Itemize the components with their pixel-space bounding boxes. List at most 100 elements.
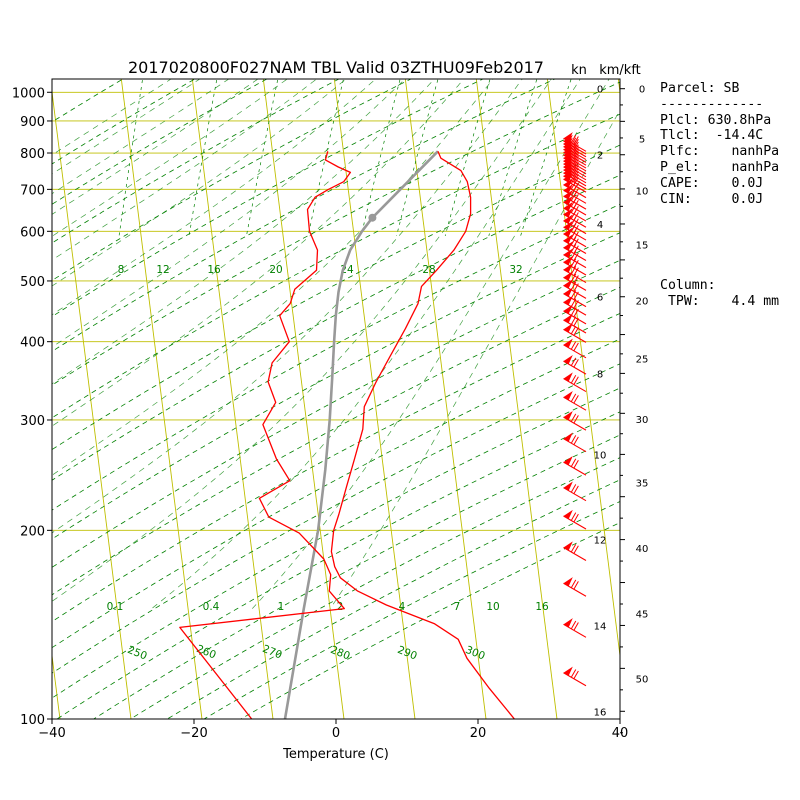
moist-adiabat bbox=[151, 79, 581, 609]
y-tick-label: 100 bbox=[20, 713, 45, 728]
mixing-ratio-line bbox=[396, 79, 439, 236]
barb-flag bbox=[573, 252, 579, 261]
barb-flag bbox=[573, 267, 579, 276]
barb-flag bbox=[570, 186, 577, 196]
barb-flag bbox=[573, 581, 579, 590]
wind-barbs bbox=[563, 132, 587, 687]
barb-shaft bbox=[563, 213, 587, 228]
barb-pennant bbox=[563, 132, 573, 142]
barb-pennant bbox=[563, 163, 573, 173]
isotherm-line bbox=[52, 652, 61, 719]
barb-flag bbox=[573, 291, 579, 300]
wind-barb bbox=[563, 509, 587, 530]
wind-barb bbox=[563, 355, 587, 375]
barb-flag bbox=[573, 359, 579, 368]
wind-barb bbox=[563, 666, 587, 687]
x-tick-label: 20 bbox=[470, 726, 487, 741]
barb-flag bbox=[570, 435, 577, 444]
parcel-info-panel: Parcel: SB ------------- Plcl: 630.8hPa Tlc… bbox=[660, 81, 779, 207]
barb-flag bbox=[570, 160, 577, 169]
mixing-ratio-label: 2 bbox=[337, 601, 344, 613]
kft-label: 20 bbox=[636, 296, 649, 307]
wind-barb bbox=[563, 338, 587, 359]
wind-barb bbox=[563, 618, 587, 638]
km-label: 12 bbox=[594, 536, 607, 547]
dry-adiabat-label: 280 bbox=[329, 644, 352, 663]
barb-pennant bbox=[563, 166, 573, 176]
y-tick-label: 700 bbox=[20, 183, 45, 198]
mixing-ratio-label: 32 bbox=[509, 264, 522, 276]
barb-flag bbox=[573, 283, 579, 292]
moist-adiabat bbox=[52, 79, 377, 316]
isotherm-line bbox=[404, 79, 487, 719]
y-tick-label: 800 bbox=[20, 147, 45, 162]
wind-barb bbox=[563, 455, 587, 476]
km-label: 6 bbox=[597, 293, 603, 304]
barb-pennant bbox=[563, 195, 573, 206]
profiles bbox=[179, 150, 515, 719]
chart-title: 2017020800F027NAM TBL Valid 03ZTHU09Feb2… bbox=[128, 58, 544, 77]
barb-shaft bbox=[563, 672, 587, 687]
dry-adiabat bbox=[52, 232, 620, 540]
moist-adiabat bbox=[52, 79, 523, 534]
barb-shaft bbox=[563, 240, 587, 254]
barb-pennant bbox=[563, 220, 573, 231]
wind-barb bbox=[563, 241, 587, 261]
km-label: 8 bbox=[597, 369, 603, 380]
mixing-ratio-label: 28 bbox=[422, 264, 435, 276]
barb-pennant bbox=[563, 241, 573, 251]
mixing-ratio-line bbox=[246, 79, 279, 236]
isotherm-line bbox=[191, 79, 274, 719]
barb-pennant bbox=[563, 234, 573, 244]
dry-adiabat bbox=[52, 79, 484, 317]
tlcl-value: Tlcl: -14.4C bbox=[660, 128, 764, 144]
barb-flag bbox=[570, 251, 577, 260]
mixing-ratio-label: 16 bbox=[207, 264, 221, 276]
barb-shaft bbox=[563, 344, 587, 359]
x-tick-label: −20 bbox=[180, 726, 207, 741]
dry-adiabat bbox=[52, 174, 620, 481]
kft-label: 10 bbox=[636, 187, 649, 198]
barb-flag bbox=[570, 307, 577, 316]
barb-pennant bbox=[563, 248, 573, 258]
barb-pennant bbox=[563, 577, 573, 587]
mixing-ratio-line bbox=[118, 79, 143, 236]
column-heading: Column: bbox=[660, 278, 716, 293]
temperature-trace bbox=[330, 151, 515, 719]
barb-pennant bbox=[563, 184, 573, 194]
barb-pennant bbox=[563, 338, 573, 348]
wind-barb bbox=[563, 195, 587, 216]
barb-shaft bbox=[563, 487, 587, 502]
dry-adiabat bbox=[52, 81, 620, 386]
barb-pennant bbox=[563, 189, 573, 200]
moist-adiabat bbox=[52, 79, 552, 602]
wind-barb bbox=[563, 189, 587, 210]
barb-pennant bbox=[563, 372, 573, 382]
barb-flag bbox=[573, 436, 579, 445]
moist-adiabat bbox=[52, 79, 406, 348]
barb-flag bbox=[570, 223, 577, 232]
dry-adiabat bbox=[52, 338, 620, 649]
barb-shaft bbox=[563, 310, 587, 325]
dry-adiabat bbox=[52, 79, 124, 123]
barb-pennant bbox=[563, 618, 573, 628]
barb-pennant bbox=[563, 208, 573, 218]
barb-shaft bbox=[563, 195, 587, 210]
barb-flag bbox=[573, 245, 579, 254]
barb-flag bbox=[570, 316, 577, 325]
isotherm-line bbox=[475, 79, 558, 719]
moist-adiabat bbox=[52, 79, 347, 287]
barb-shaft bbox=[563, 416, 587, 431]
barb-pennant bbox=[563, 172, 573, 183]
dry-adiabat bbox=[52, 79, 268, 205]
column-info-panel: Column: TPW: 4.4 mm bbox=[660, 278, 779, 310]
mixing-ratio-label: 8 bbox=[118, 264, 125, 276]
kft-label: 15 bbox=[636, 240, 649, 251]
kft-label: 0 bbox=[639, 85, 645, 96]
barb-flag bbox=[570, 198, 577, 207]
barb-flag bbox=[570, 357, 577, 366]
barb-shaft bbox=[563, 184, 587, 199]
isotherm-line bbox=[546, 79, 620, 660]
barb-pennant bbox=[563, 541, 573, 551]
lcl-marker bbox=[368, 213, 377, 222]
